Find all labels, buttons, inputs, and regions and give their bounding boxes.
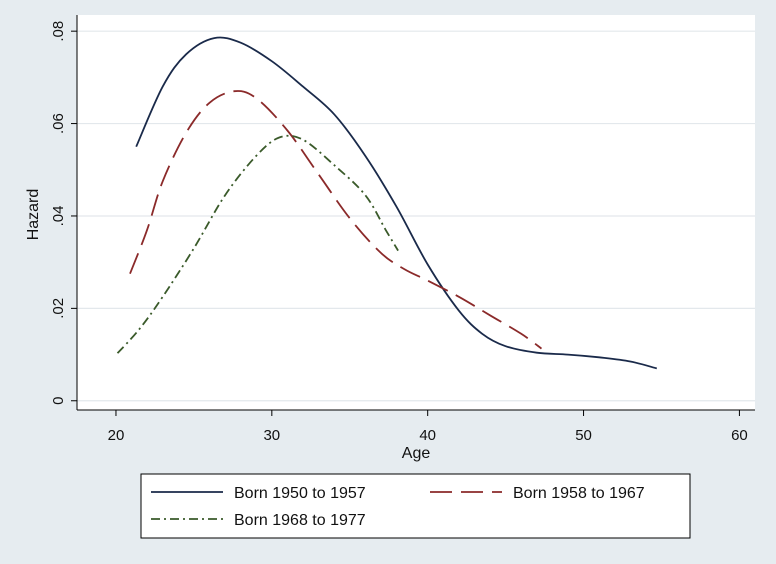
series-line-1	[135, 36, 658, 370]
y-tick-label: .02	[50, 298, 67, 319]
legend-box	[140, 473, 691, 539]
tick-labels: 20 30 40 50 60 0 .02 .04 .06 .08	[50, 21, 748, 444]
legend-label-3: Born 1968 to 1977	[234, 512, 366, 529]
x-tick-label: 30	[263, 427, 280, 444]
series-line-3	[116, 134, 399, 354]
legend-label-1: Born 1950 to 1957	[234, 485, 366, 502]
y-tick-label: .04	[50, 206, 67, 227]
gridlines	[77, 30, 755, 402]
axes	[71, 15, 755, 416]
x-tick-label: 40	[419, 427, 436, 444]
legend: Born 1950 to 1957 Born 1958 to 1967 Born 1…	[140, 473, 691, 539]
y-tick-label: .06	[50, 113, 67, 134]
x-tick-label: 20	[108, 427, 125, 444]
series-layer	[116, 36, 658, 370]
x-tick-label: 60	[731, 427, 748, 444]
legend-label-2: Born 1958 to 1967	[513, 485, 645, 502]
y-axis-label: Hazard	[25, 189, 42, 241]
y-tick-label: 0	[50, 397, 67, 405]
x-tick-label: 50	[575, 427, 592, 444]
series-line-2	[129, 90, 543, 350]
x-axis-label: Age	[402, 445, 431, 462]
plot-area	[77, 15, 755, 410]
y-tick-label: .08	[50, 21, 67, 42]
